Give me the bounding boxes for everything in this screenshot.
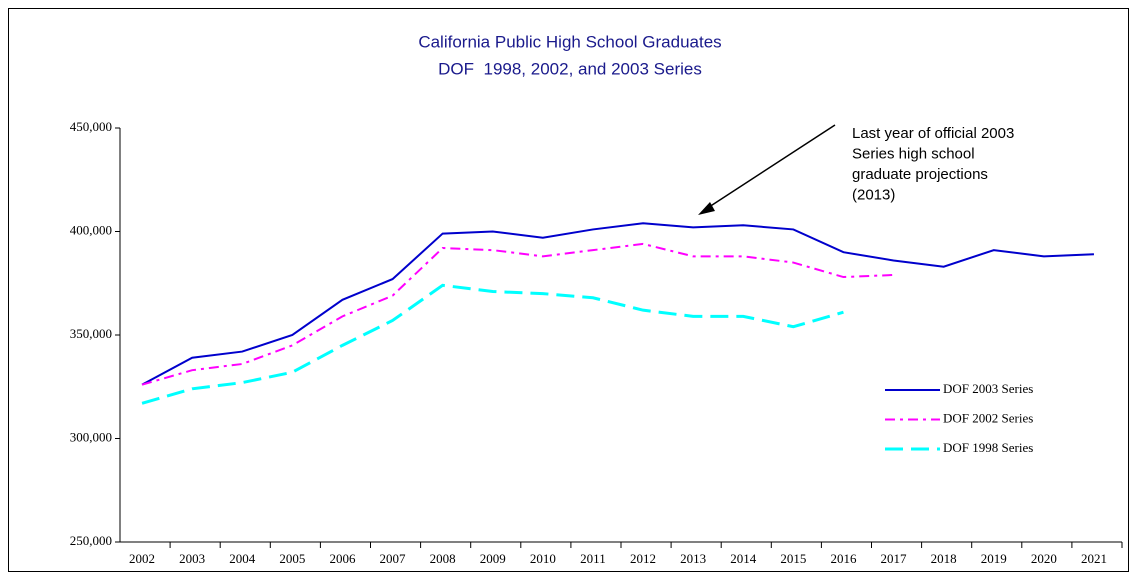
annotation-text: (2013) (852, 186, 895, 203)
x-tick-label: 2020 (1031, 551, 1057, 566)
arrow-head (698, 202, 715, 215)
legend-label: DOF 2002 Series (943, 410, 1033, 425)
x-tick-label: 2021 (1081, 551, 1107, 566)
x-tick-label: 2010 (530, 551, 556, 566)
annotation-text: Last year of official 2003 (852, 125, 1014, 142)
series-line (141, 222, 1094, 386)
x-tick-label: 2004 (229, 551, 256, 566)
x-tick-label: 2006 (329, 551, 356, 566)
legend-label: DOF 1998 Series (943, 440, 1033, 455)
x-tick-label: 2014 (730, 551, 757, 566)
x-tick-label: 2005 (279, 551, 305, 566)
legend-label: DOF 2003 Series (943, 381, 1033, 396)
chart-title: California Public High School Graduates (418, 32, 721, 51)
annotation-text: Series high school (852, 145, 975, 162)
chart-frame (8, 8, 1129, 572)
y-tick-label: 250,000 (70, 533, 112, 548)
x-tick-label: 2018 (931, 551, 957, 566)
x-tick-label: 2013 (680, 551, 706, 566)
y-tick-label: 450,000 (70, 119, 112, 134)
annotation-arrow (705, 124, 836, 210)
x-tick-label: 2015 (780, 551, 806, 566)
x-tick-label: 2008 (430, 551, 456, 566)
y-tick-label: 400,000 (70, 222, 112, 237)
x-tick-label: 2012 (630, 551, 656, 566)
x-tick-label: 2002 (129, 551, 155, 566)
y-tick-label: 300,000 (70, 429, 112, 444)
x-tick-label: 2017 (881, 551, 908, 566)
chart-subtitle: DOF 1998, 2002, and 2003 Series (438, 59, 702, 78)
x-tick-label: 2003 (179, 551, 205, 566)
series-line (141, 283, 844, 405)
x-tick-label: 2016 (830, 551, 857, 566)
x-tick-label: 2007 (380, 551, 407, 566)
x-tick-label: 2011 (580, 551, 606, 566)
x-tick-label: 2009 (480, 551, 506, 566)
x-tick-label: 2019 (981, 551, 1007, 566)
y-tick-label: 350,000 (70, 326, 112, 341)
annotation-text: graduate projections (852, 166, 988, 183)
